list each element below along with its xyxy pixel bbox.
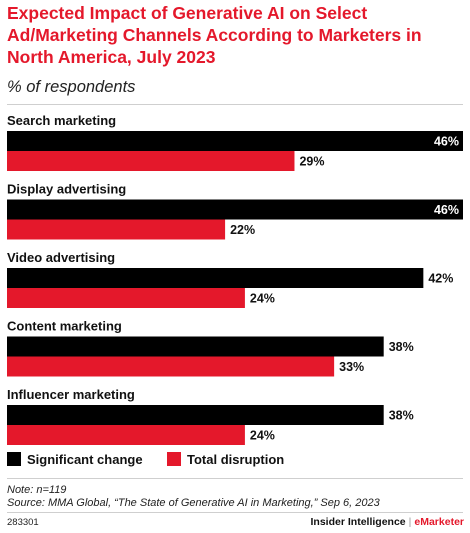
- legend-swatch-black: [7, 452, 21, 466]
- top-divider: [7, 104, 463, 105]
- legend-label: Significant change: [27, 452, 143, 467]
- category-label: Video advertising: [7, 250, 115, 265]
- bar-total-disruption: [7, 151, 295, 171]
- bar-significant-change: [7, 199, 463, 220]
- bar-total-disruption: [7, 356, 335, 377]
- brand-insider-intelligence: Insider Intelligence: [310, 516, 406, 528]
- data-label: 46%: [434, 203, 459, 217]
- chart-subtitle: % of respondents: [7, 78, 136, 96]
- bar-significant-change: [7, 131, 463, 151]
- footer-divider: [7, 512, 463, 513]
- source-text: Source: MMA Global, “The State of Genera…: [7, 497, 380, 509]
- data-label: 46%: [434, 135, 459, 149]
- chart-title: Expected Impact of Generative AI on Sele…: [7, 3, 422, 67]
- data-label: 29%: [299, 155, 324, 169]
- legend-label: Total disruption: [187, 452, 285, 467]
- data-label: 42%: [428, 272, 453, 286]
- legend-swatch-red: [167, 452, 181, 466]
- bottom-divider: [7, 478, 463, 479]
- chart-id: 283301: [7, 517, 39, 528]
- legend-item-total-disruption: Total disruption: [167, 452, 284, 467]
- bar-total-disruption: [7, 288, 245, 308]
- data-label: 38%: [389, 340, 414, 354]
- data-label: 24%: [250, 292, 275, 306]
- note-text: Note: n=119: [7, 484, 67, 496]
- data-label: 33%: [339, 360, 364, 374]
- category-label: Influencer marketing: [7, 387, 135, 402]
- brand: Insider Intelligence | eMarketer: [311, 516, 464, 528]
- category-label: Search marketing: [7, 113, 116, 128]
- data-label: 38%: [389, 409, 414, 423]
- category-label: Display advertising: [7, 182, 126, 197]
- bar-total-disruption: [7, 425, 245, 445]
- data-label: 22%: [230, 223, 255, 237]
- bar-total-disruption: [7, 219, 226, 240]
- bar-significant-change: [7, 405, 384, 425]
- notes: Note: n=119 Source: MMA Global, “The Sta…: [7, 484, 380, 510]
- bar-significant-change: [7, 268, 424, 288]
- category-label: Content marketing: [7, 319, 122, 334]
- data-label: 24%: [250, 429, 275, 443]
- legend-item-significant-change: Significant change: [7, 452, 143, 467]
- bar-chart: Search marketing 46% 29% Display advertisin…: [7, 113, 463, 445]
- bar-significant-change: [7, 336, 384, 357]
- brand-separator: |: [408, 516, 412, 528]
- brand-emarketer: eMarketer: [414, 516, 464, 528]
